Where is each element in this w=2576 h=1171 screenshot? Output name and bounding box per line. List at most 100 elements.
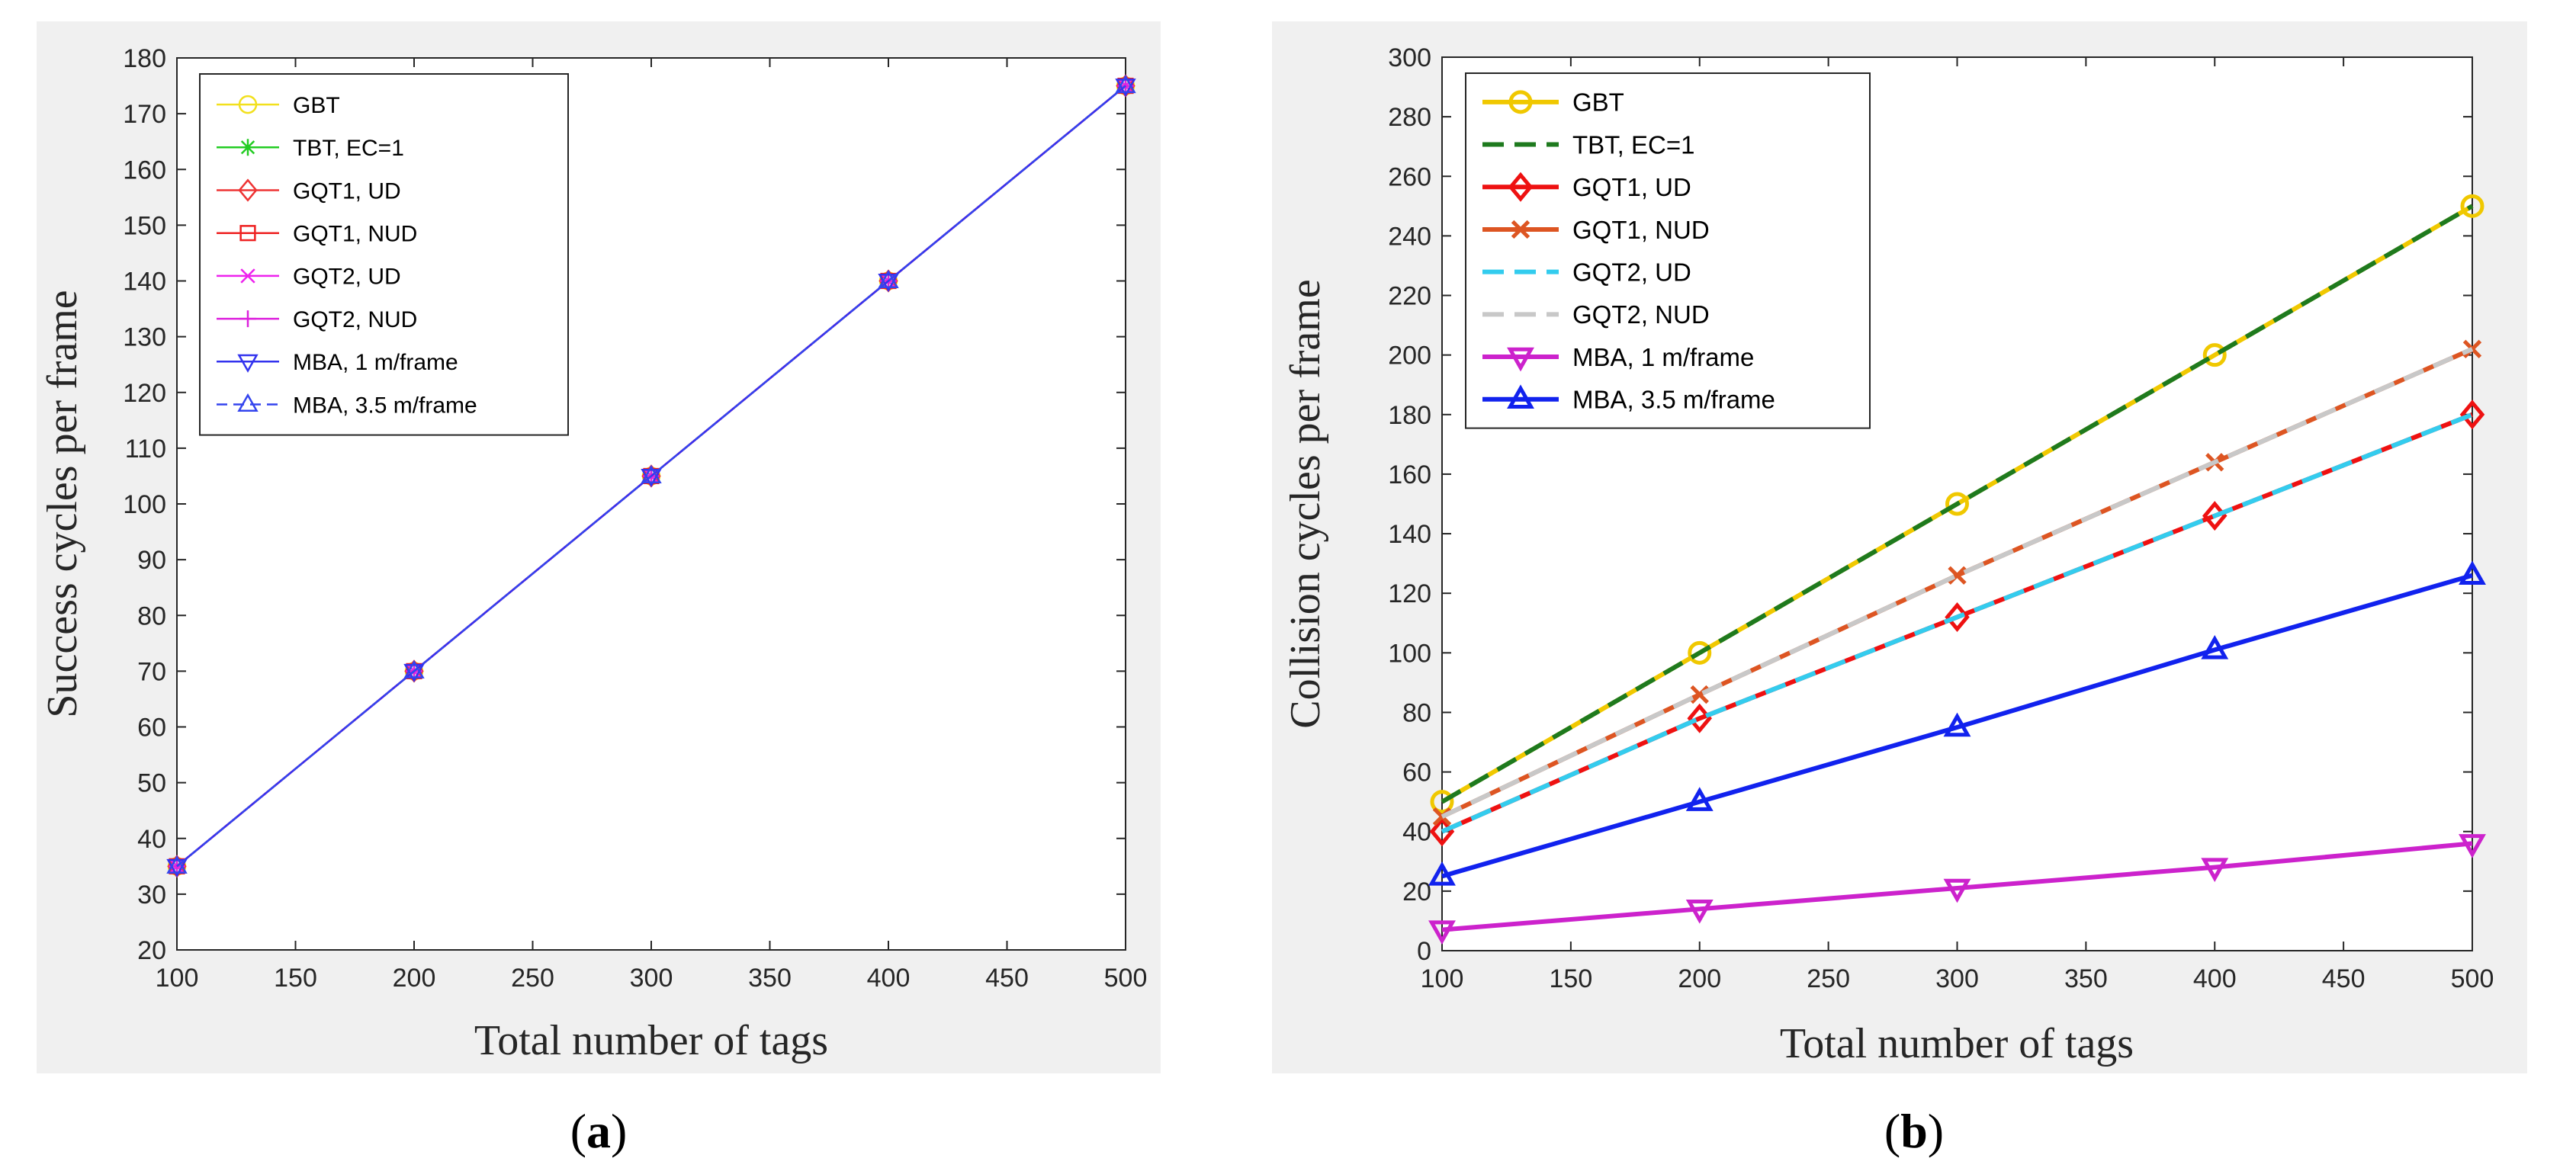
x-axis-label-b: Total number of tags — [1780, 1020, 2134, 1067]
y-tick-label: 130 — [123, 323, 166, 352]
data-point-gbt — [1945, 492, 1969, 516]
y-tick-label: 30 — [137, 881, 166, 910]
y-tick-label: 280 — [1388, 103, 1431, 132]
legend-marker-mba-1-m-frame — [1507, 347, 1534, 372]
legend-marker-gbt — [1508, 90, 1533, 114]
caption-b: (b) — [1884, 1104, 1944, 1158]
y-axis-ticks-b: 0 20 40 60 80 100 120 140 160 180 200 220 240 260 280 3… — [1388, 43, 2472, 966]
legend-marker-tbt-ec-1 — [239, 139, 256, 156]
legend-label-gqt1-ud: GQT1, UD — [293, 178, 401, 204]
y-tick-label: 20 — [1402, 877, 1431, 906]
legend-marker-mba-3-5-m-frame — [1507, 384, 1534, 409]
y-tick-label: 60 — [1402, 759, 1431, 788]
data-point-mba-1-m-frame — [1943, 878, 1971, 903]
x-tick-label: 300 — [1935, 964, 1979, 993]
legend-label-gqt1-nud: GQT1, NUD — [1572, 216, 1710, 244]
chart-panel-b: 100 150 200 250 300 350 400 450 500 0 20 40 60 80 100… — [1251, 0, 2576, 1171]
y-tick-label: 200 — [1388, 342, 1431, 371]
x-tick-label: 250 — [511, 964, 554, 993]
x-axis-label-a: Total number of tags — [474, 1017, 828, 1064]
data-point-mba-3-5-m-frame — [403, 659, 425, 679]
legend-marker-gqt1-nud — [239, 225, 256, 242]
data-point-mba-1-m-frame — [166, 858, 188, 877]
y-tick-label: 160 — [123, 156, 166, 184]
data-point-mba-1-m-frame — [2459, 834, 2486, 858]
data-point-mba-1-m-frame — [1115, 79, 1136, 98]
data-point-mba-3-5-m-frame — [2201, 635, 2229, 659]
series-layer-a — [166, 74, 1136, 878]
data-point-mba-3-5-m-frame — [1685, 787, 1714, 811]
x-tick-label: 350 — [2064, 964, 2108, 993]
y-tick-label: 100 — [123, 490, 166, 519]
y-tick-label: 220 — [1388, 282, 1431, 311]
caption-a: (a) — [570, 1104, 628, 1158]
legend-label-tbt-ec-1: TBT, EC=1 — [1572, 130, 1694, 159]
y-tick-label: 20 — [137, 936, 166, 965]
y-tick-label: 70 — [137, 657, 166, 686]
data-point-mba-1-m-frame — [2201, 858, 2229, 882]
legend-marker-gqt2-ud — [240, 268, 255, 284]
series-layer-b — [1428, 194, 2486, 945]
data-point-mba-3-5-m-frame — [641, 464, 662, 483]
chart-b-svg: 100 150 200 250 300 350 400 450 500 020406080100… — [1272, 21, 2527, 1158]
y-tick-label: 180 — [123, 44, 166, 73]
series-line-mba-3-5-m-frame — [176, 85, 1126, 868]
legend-label-mba-3-5-m-frame: MBA, 3.5 m/frame — [1572, 386, 1775, 414]
y-tick-label: 150 — [123, 211, 166, 240]
legend-label-gbt: GBT — [293, 93, 340, 118]
x-axis-ticks-b: 100 150 200 250 300 350 400 450 500 — [1421, 57, 2494, 993]
x-tick-label: 450 — [985, 964, 1029, 993]
legend-box — [1465, 72, 1871, 429]
legend-label-gqt2-nud: GQT2, NUD — [293, 307, 417, 332]
legend-label-gqt2-ud: GQT2, UD — [293, 265, 401, 290]
x-tick-label: 150 — [274, 964, 317, 993]
data-point-mba-1-m-frame — [403, 663, 425, 683]
x-tick-label: 200 — [1678, 964, 1721, 993]
data-point-mba-3-5-m-frame — [1115, 74, 1136, 94]
y-tick-label: 90 — [137, 546, 166, 575]
series-line-mba-3-5-m-frame — [1441, 573, 2473, 879]
data-point-mba-1-m-frame — [1428, 920, 1456, 945]
data-point-mba-3-5-m-frame — [166, 855, 188, 874]
data-point-mba-1-m-frame — [1685, 900, 1714, 924]
y-tick-label: 260 — [1388, 162, 1431, 191]
data-point-gqt1-nud — [1690, 685, 1709, 704]
x-tick-label: 350 — [748, 964, 792, 993]
x-tick-label: 500 — [1104, 964, 1148, 993]
y-tick-label: 50 — [137, 769, 166, 798]
y-tick-label: 180 — [1388, 401, 1431, 430]
legend-b: GBT TBT, EC=1 GQT1, UD GQT1, NUD GQT2, UD GQT… — [1465, 72, 1871, 429]
legend-a: GBT TBT, EC=1 GQT1, UD GQT1, NUD GQT2, UD GQT… — [199, 73, 569, 436]
legend-label-gbt: GBT — [1572, 88, 1624, 117]
legend-marker-mba-1-m-frame — [237, 354, 259, 373]
y-tick-label: 100 — [1388, 639, 1431, 668]
legend-label-mba-1-m-frame: MBA, 1 m/frame — [293, 350, 458, 375]
data-point-gqt1-ud — [2459, 399, 2485, 430]
y-tick-label: 60 — [137, 714, 166, 743]
legend-marker-gqt1-nud — [1511, 220, 1531, 239]
y-tick-label: 120 — [123, 379, 166, 408]
data-point-gbt — [1430, 790, 1454, 814]
data-point-mba-1-m-frame — [878, 274, 899, 293]
data-point-gqt1-nud — [1948, 566, 1967, 585]
chart-a-svg: 100 150 200 250 300 350 400 450 500 20 30 40 50 60 70… — [37, 21, 1161, 1158]
legend-label-mba-1-m-frame: MBA, 1 m/frame — [1572, 343, 1754, 371]
y-tick-label: 160 — [1388, 460, 1431, 489]
y-tick-label: 40 — [1402, 818, 1431, 847]
data-point-mba-3-5-m-frame — [1943, 712, 1971, 737]
y-tick-label: 0 — [1417, 937, 1431, 966]
y-tick-label: 240 — [1388, 222, 1431, 251]
legend-label-gqt2-ud: GQT2, UD — [1572, 258, 1691, 287]
legend-marker-gbt — [238, 95, 258, 114]
caption-letter-a: a — [586, 1104, 611, 1158]
x-tick-label: 500 — [2451, 964, 2494, 993]
y-tick-label: 120 — [1388, 579, 1431, 608]
legend-marker-gqt2-nud — [239, 310, 256, 328]
x-axis-ticks-a: 100 150 200 250 300 350 400 450 500 — [156, 58, 1148, 993]
data-point-gbt — [1688, 640, 1712, 665]
x-tick-label: 150 — [1550, 964, 1593, 993]
x-tick-label: 400 — [867, 964, 911, 993]
data-point-mba-3-5-m-frame — [878, 269, 899, 288]
y-tick-label: 170 — [123, 100, 166, 129]
series-line-gqt2-nud — [1441, 347, 2474, 819]
